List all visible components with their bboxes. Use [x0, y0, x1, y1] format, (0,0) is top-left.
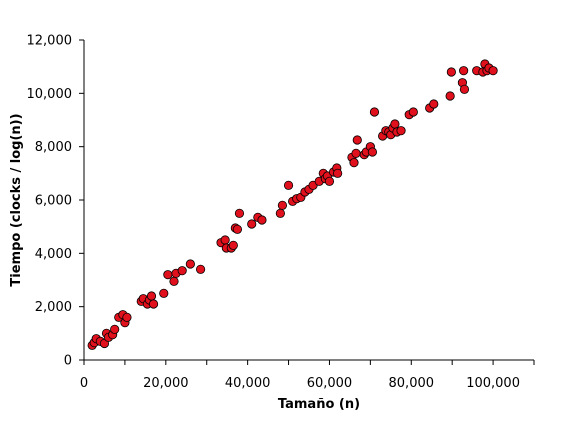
- data-point: [459, 66, 467, 74]
- data-point: [233, 225, 241, 233]
- data-point: [186, 260, 194, 268]
- y-tick-label: 10,000: [27, 87, 73, 102]
- data-point: [147, 292, 155, 300]
- data-point: [489, 66, 497, 74]
- data-point: [333, 169, 341, 177]
- y-tick-label: 12,000: [27, 34, 73, 49]
- data-point: [123, 313, 131, 321]
- data-point: [276, 209, 284, 217]
- data-point: [110, 325, 118, 333]
- data-point: [350, 158, 358, 166]
- y-axis-title: Tiempo (clocks / log(n)): [9, 113, 24, 286]
- data-point: [235, 209, 243, 217]
- data-point: [460, 85, 468, 93]
- data-point: [447, 68, 455, 76]
- y-tick-label: 2,000: [35, 300, 72, 315]
- y-tick-label: 6,000: [35, 194, 72, 209]
- data-point: [178, 266, 186, 274]
- data-point: [284, 181, 292, 189]
- data-point: [248, 220, 256, 228]
- y-tick-label: 8,000: [35, 140, 72, 155]
- y-tick-label: 4,000: [35, 247, 72, 262]
- data-point: [170, 277, 178, 285]
- data-point: [368, 148, 376, 156]
- data-point: [352, 149, 360, 157]
- data-point: [164, 270, 172, 278]
- data-point: [446, 92, 454, 100]
- data-point: [229, 241, 237, 249]
- data-points: [88, 60, 497, 350]
- data-point: [278, 201, 286, 209]
- x-axis-title: Tamaño (n): [278, 397, 360, 412]
- x-tick-label: 20,000: [143, 376, 189, 391]
- data-point: [258, 216, 266, 224]
- x-tick-label: 80,000: [389, 376, 435, 391]
- x-tick-label: 100,000: [466, 376, 520, 391]
- data-point: [397, 126, 405, 134]
- data-point: [353, 136, 361, 144]
- data-point: [325, 177, 333, 185]
- data-point: [149, 300, 157, 308]
- data-point: [370, 108, 378, 116]
- data-point: [391, 120, 399, 128]
- data-point: [409, 108, 417, 116]
- data-point: [160, 289, 168, 297]
- y-tick-label: 0: [64, 354, 72, 369]
- x-tick-label: 0: [80, 376, 88, 391]
- x-tick-label: 40,000: [225, 376, 271, 391]
- data-point: [221, 236, 229, 244]
- data-point: [196, 265, 204, 273]
- data-point: [430, 100, 438, 108]
- x-tick-label: 60,000: [307, 376, 353, 391]
